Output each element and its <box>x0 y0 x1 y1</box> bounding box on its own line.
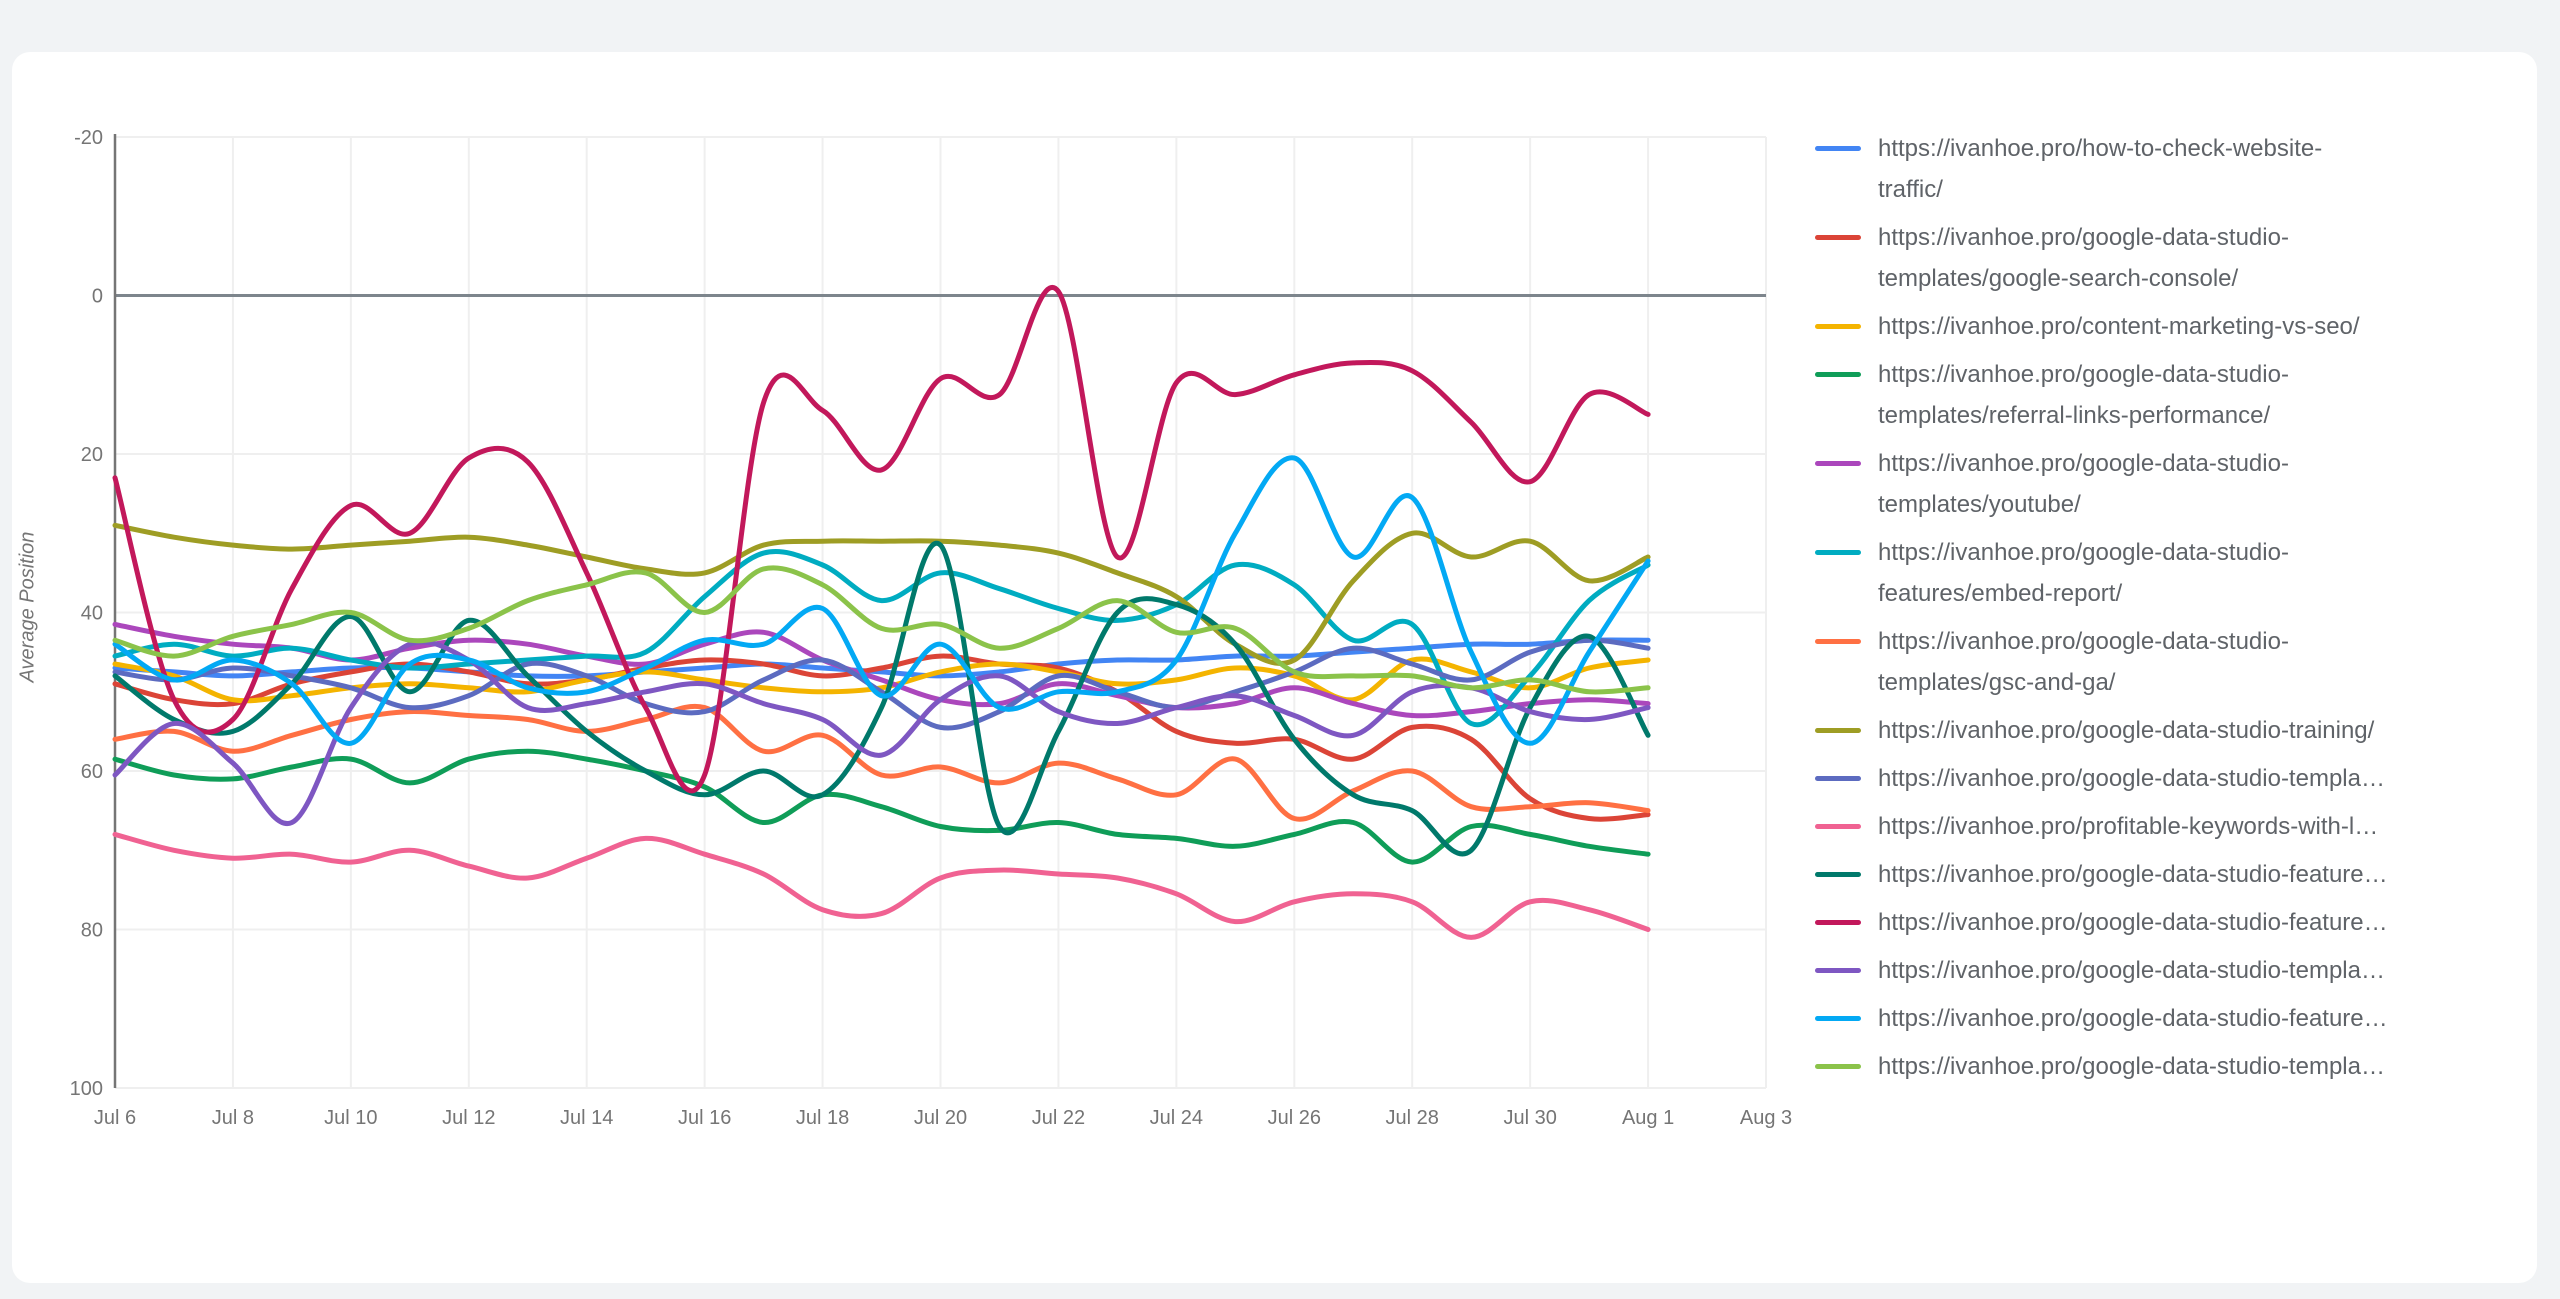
legend-line-swatch-icon <box>1815 550 1861 555</box>
legend-item-label: https://ivanhoe.pro/google-data-studio- … <box>1878 628 2289 696</box>
chart-canvas[interactable]: https://ivanhoe.pro/how-to-check-website… <box>12 52 1802 1202</box>
legend-item-label: https://ivanhoe.pro/content-marketing-vs… <box>1878 313 2360 340</box>
legend-item-1[interactable]: https://ivanhoe.pro/google-data-studio- … <box>1815 217 2495 299</box>
legend-line-swatch-icon <box>1815 372 1861 377</box>
x-tick-label: Jul 26 <box>1268 1107 1321 1129</box>
chart-card: https://ivanhoe.pro/how-to-check-website… <box>12 52 2537 1283</box>
series-line-8[interactable]: https://ivanhoe.pro/google-data-studio-t… <box>112 637 1651 731</box>
legend-item-0[interactable]: https://ivanhoe.pro/how-to-check-website… <box>1815 128 2495 210</box>
x-tick-label: Jul 14 <box>560 1107 613 1129</box>
legend-item-label: https://ivanhoe.pro/google-data-studio-t… <box>1878 765 2385 792</box>
legend-line-swatch-icon <box>1815 1064 1861 1069</box>
y-tick-label: 100 <box>70 1078 103 1100</box>
x-tick-label: Jul 8 <box>212 1107 254 1129</box>
chart-legend: https://ivanhoe.pro/how-to-check-website… <box>1815 128 2495 1087</box>
legend-item-8[interactable]: https://ivanhoe.pro/google-data-studio-t… <box>1815 758 2495 799</box>
legend-item-label: https://ivanhoe.pro/google-data-studio- … <box>1878 539 2289 607</box>
series-line-5[interactable]: https://ivanhoe.pro/google-data-studio-f… <box>112 549 1651 728</box>
x-tick-label: Aug 1 <box>1622 1107 1674 1129</box>
legend-item-label: https://ivanhoe.pro/google-data-studio-t… <box>1878 957 2385 984</box>
y-tick-label: 20 <box>81 444 103 466</box>
legend-line-swatch-icon <box>1815 1016 1861 1021</box>
legend-item-2[interactable]: https://ivanhoe.pro/content-marketing-vs… <box>1815 306 2495 347</box>
series-line-14[interactable]: https://ivanhoe.pro/google-data-studio-t… <box>112 565 1651 695</box>
y-axis-title: Average Position <box>16 531 39 683</box>
series-line-9[interactable]: https://ivanhoe.pro/profitable-keywords-… <box>112 831 1651 940</box>
series-line-13[interactable]: https://ivanhoe.pro/google-data-studio-f… <box>112 455 1651 746</box>
x-tick-label: Jul 6 <box>94 1107 136 1129</box>
x-tick-label: Jul 28 <box>1386 1107 1439 1129</box>
legend-item-5[interactable]: https://ivanhoe.pro/google-data-studio- … <box>1815 532 2495 614</box>
x-tick-label: Jul 24 <box>1150 1107 1203 1129</box>
x-tick-label: Jul 22 <box>1032 1107 1085 1129</box>
y-tick-label: -20 <box>74 127 103 149</box>
legend-item-label: https://ivanhoe.pro/how-to-check-website… <box>1878 135 2323 203</box>
x-tick-label: Jul 16 <box>678 1107 731 1129</box>
legend-line-swatch-icon <box>1815 872 1861 877</box>
legend-item-label: https://ivanhoe.pro/google-data-studio- … <box>1878 224 2289 292</box>
legend-item-label: https://ivanhoe.pro/google-data-studio- … <box>1878 450 2289 518</box>
legend-item-label: https://ivanhoe.pro/google-data-studio-t… <box>1878 1053 2385 1080</box>
legend-line-swatch-icon <box>1815 920 1861 925</box>
legend-item-9[interactable]: https://ivanhoe.pro/profitable-keywords-… <box>1815 806 2495 847</box>
legend-line-swatch-icon <box>1815 776 1861 781</box>
legend-item-label: https://ivanhoe.pro/google-data-studio-t… <box>1878 717 2375 744</box>
legend-item-label: https://ivanhoe.pro/google-data-studio- … <box>1878 361 2289 429</box>
legend-line-swatch-icon <box>1815 824 1861 829</box>
legend-line-swatch-icon <box>1815 639 1861 644</box>
legend-item-label: https://ivanhoe.pro/google-data-studio-f… <box>1878 861 2388 888</box>
legend-line-swatch-icon <box>1815 968 1861 973</box>
y-tick-label: 80 <box>81 920 103 942</box>
x-tick-label: Jul 20 <box>914 1107 967 1129</box>
series-line-7[interactable]: https://ivanhoe.pro/google-data-studio-t… <box>112 522 1651 666</box>
x-tick-label: Jul 30 <box>1503 1107 1556 1129</box>
legend-item-4[interactable]: https://ivanhoe.pro/google-data-studio- … <box>1815 443 2495 525</box>
x-tick-label: Aug 3 <box>1740 1107 1792 1129</box>
legend-item-12[interactable]: https://ivanhoe.pro/google-data-studio-t… <box>1815 950 2495 991</box>
legend-item-label: https://ivanhoe.pro/google-data-studio-f… <box>1878 909 2388 936</box>
series-line-4[interactable]: https://ivanhoe.pro/google-data-studio-t… <box>112 621 1651 719</box>
x-tick-label: Jul 18 <box>796 1107 849 1129</box>
series-line-3[interactable]: https://ivanhoe.pro/google-data-studio-t… <box>112 748 1651 865</box>
series-line-10[interactable]: https://ivanhoe.pro/google-data-studio-f… <box>112 540 1651 857</box>
legend-item-label: https://ivanhoe.pro/profitable-keywords-… <box>1878 813 2379 840</box>
legend-item-label: https://ivanhoe.pro/google-data-studio-f… <box>1878 1005 2388 1032</box>
legend-line-swatch-icon <box>1815 235 1861 240</box>
legend-item-6[interactable]: https://ivanhoe.pro/google-data-studio- … <box>1815 621 2495 703</box>
legend-line-swatch-icon <box>1815 728 1861 733</box>
legend-line-swatch-icon <box>1815 461 1861 466</box>
legend-item-11[interactable]: https://ivanhoe.pro/google-data-studio-f… <box>1815 902 2495 943</box>
legend-item-14[interactable]: https://ivanhoe.pro/google-data-studio-t… <box>1815 1046 2495 1087</box>
timeseries-chart[interactable]: https://ivanhoe.pro/how-to-check-website… <box>12 52 1802 1202</box>
y-tick-label: 0 <box>92 286 103 308</box>
x-tick-label: Jul 10 <box>324 1107 377 1129</box>
legend-item-7[interactable]: https://ivanhoe.pro/google-data-studio-t… <box>1815 710 2495 751</box>
y-tick-label: 60 <box>81 761 103 783</box>
legend-item-13[interactable]: https://ivanhoe.pro/google-data-studio-f… <box>1815 998 2495 1039</box>
x-tick-label: Jul 12 <box>442 1107 495 1129</box>
series-line-11[interactable]: https://ivanhoe.pro/google-data-studio-f… <box>112 285 1651 794</box>
legend-line-swatch-icon <box>1815 324 1861 329</box>
series-line-6[interactable]: https://ivanhoe.pro/google-data-studio-t… <box>112 703 1651 822</box>
legend-item-10[interactable]: https://ivanhoe.pro/google-data-studio-f… <box>1815 854 2495 895</box>
series-line-12[interactable]: https://ivanhoe.pro/google-data-studio-t… <box>112 639 1651 827</box>
legend-item-3[interactable]: https://ivanhoe.pro/google-data-studio- … <box>1815 354 2495 436</box>
legend-line-swatch-icon <box>1815 146 1861 151</box>
y-tick-label: 40 <box>81 603 103 625</box>
